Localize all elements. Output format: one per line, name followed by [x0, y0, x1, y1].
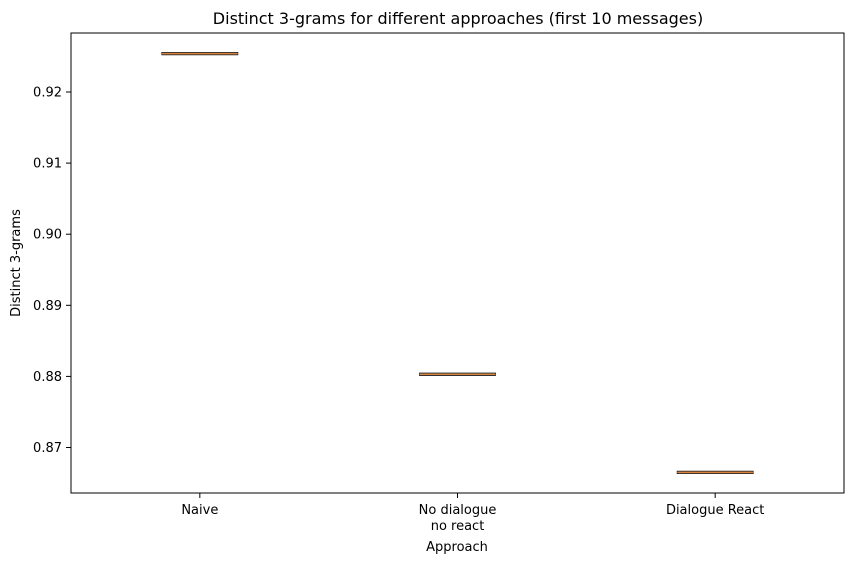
chart-title: Distinct 3-grams for different approache… [213, 9, 703, 28]
data-marks [161, 52, 754, 474]
x-axis-label: Approach [426, 540, 488, 555]
x-tick-label: No dialogue [419, 503, 497, 518]
y-axis-label: Distinct 3-grams [9, 209, 24, 317]
x-tick-label: Dialogue React [666, 503, 764, 518]
y-tick-label: 0.87 [33, 441, 62, 456]
plot-area-frame [70, 32, 845, 494]
y-tick-label: 0.88 [33, 370, 62, 385]
y-tick-label: 0.91 [33, 157, 62, 172]
y-tick-label: 0.92 [33, 86, 62, 101]
x-tick-label: no react [431, 519, 485, 534]
x-tick-label: Naive [181, 503, 218, 518]
y-axis: 0.87 0.88 0.89 0.90 0.91 0.92 [33, 86, 71, 456]
y-tick-label: 0.90 [33, 228, 62, 243]
y-tick-label: 0.89 [33, 299, 62, 314]
